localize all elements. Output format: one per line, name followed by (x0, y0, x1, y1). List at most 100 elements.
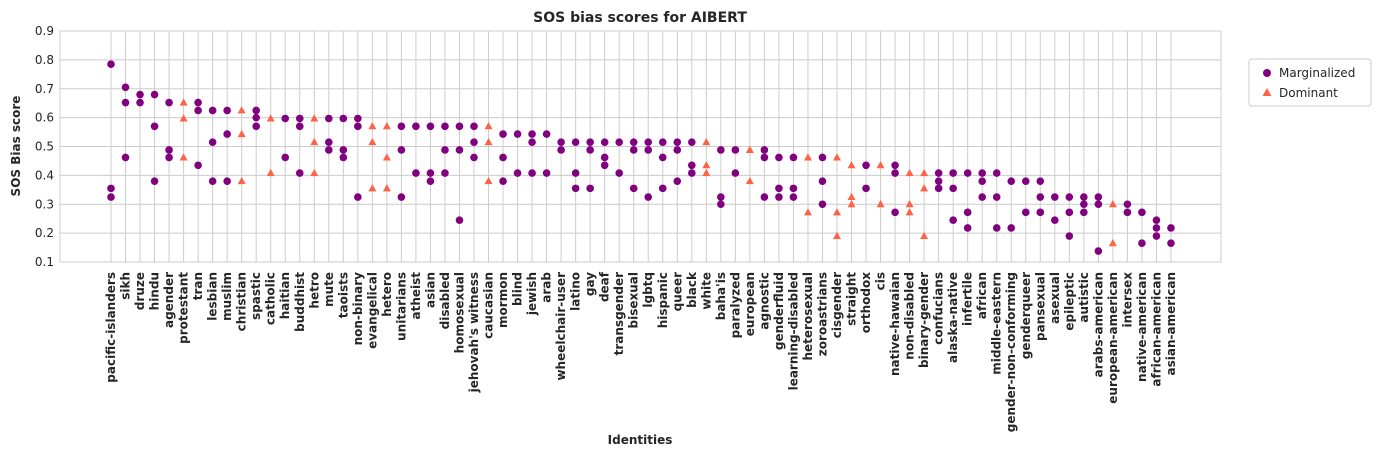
data-point-marginalized (1152, 224, 1161, 232)
x-tick-label: epileptic (1062, 272, 1076, 331)
data-point-marginalized (934, 177, 943, 185)
y-tick-label: 0.8 (35, 53, 54, 67)
data-point-marginalized (150, 90, 159, 99)
data-point-marginalized (1065, 193, 1074, 201)
data-point-dominant (179, 98, 188, 106)
legend-label-dominant: Dominant (1279, 86, 1338, 100)
data-point-marginalized (949, 184, 957, 193)
x-tick-label: hetro (307, 272, 321, 309)
legend-label-marginalized: Marginalized (1279, 66, 1355, 80)
x-tick-label: hindu (148, 272, 162, 310)
data-point-dominant (237, 129, 246, 138)
x-tick-label: asexual (1048, 272, 1062, 324)
data-point-marginalized (470, 122, 478, 131)
data-point-dominant (368, 184, 377, 192)
data-point-marginalized (1138, 239, 1146, 248)
data-point-marginalized (1080, 208, 1088, 217)
chart-title: SOS bias scores for AIBERT (533, 10, 747, 26)
data-point-dominant (905, 200, 914, 208)
y-tick-label: 0.3 (35, 197, 54, 211)
data-point-marginalized (789, 193, 798, 201)
x-tick-label: intersex (1120, 272, 1134, 328)
x-tick-label: baha'is (714, 272, 728, 320)
data-point-marginalized (1051, 193, 1059, 201)
data-point-marginalized (586, 146, 594, 154)
x-tick-label: mormon (496, 272, 510, 328)
x-axis-ticks: pacific-islanders sikh druze hindu agender pr… (104, 271, 1178, 432)
data-point-marginalized (629, 138, 638, 146)
data-point-marginalized (992, 169, 1001, 177)
data-point-marginalized (295, 122, 304, 131)
data-point-marginalized (978, 193, 986, 201)
data-point-marginalized (949, 216, 957, 224)
data-point-dominant (484, 122, 493, 130)
x-tick-label: alaska-native (946, 272, 960, 363)
data-point-marginalized (557, 146, 565, 154)
data-point-marginalized (325, 114, 333, 123)
data-point-marginalized (644, 193, 653, 201)
data-point-marginalized (208, 138, 217, 146)
data-point-dominant (179, 153, 188, 161)
data-point-marginalized (295, 169, 304, 177)
data-point-marginalized (281, 114, 290, 123)
data-point-marginalized (107, 60, 115, 69)
data-point-dominant (484, 176, 493, 185)
data-point-marginalized (571, 138, 580, 146)
data-point-marginalized (354, 114, 362, 123)
x-tick-label: buddhist (293, 272, 307, 332)
data-point-dominant (266, 114, 275, 122)
data-point-marginalized (862, 184, 870, 193)
data-point-marginalized (760, 146, 769, 154)
data-point-dominant (920, 184, 929, 192)
data-point-marginalized (339, 114, 348, 123)
x-tick-label: wheelchair-user (554, 272, 568, 381)
data-point-dominant (368, 137, 377, 146)
data-point-marginalized (1094, 247, 1103, 255)
x-tick-label: autistic (1077, 272, 1091, 323)
data-point-dominant (745, 176, 754, 185)
x-tick-label: white (699, 272, 713, 310)
data-point-marginalized (165, 146, 173, 154)
data-point-marginalized (165, 98, 173, 107)
data-point-dominant (382, 122, 391, 130)
x-tick-label: asian-american (1164, 272, 1178, 376)
x-tick-label: gender-non-conforming (1004, 272, 1018, 432)
data-point-dominant (745, 145, 754, 153)
x-tick-label: cis (874, 272, 888, 290)
x-tick-label: heterosexual (801, 272, 815, 361)
x-tick-label: pansexual (1033, 272, 1047, 341)
data-point-marginalized (615, 169, 623, 177)
data-point-marginalized (658, 153, 667, 162)
data-point-marginalized (121, 153, 130, 162)
data-point-marginalized (1167, 224, 1175, 232)
data-point-dominant (310, 114, 319, 122)
data-point-dominant (237, 106, 246, 114)
data-point-dominant (833, 208, 841, 216)
data-point-marginalized (629, 146, 638, 154)
x-tick-label: homosexual (452, 272, 466, 353)
x-tick-label: catholic (264, 272, 278, 325)
data-point-marginalized (818, 153, 827, 162)
data-point-marginalized (528, 130, 536, 138)
x-tick-label: latino (569, 272, 583, 311)
x-tick-label: sikh (119, 272, 133, 300)
x-tick-label: mute (322, 272, 336, 307)
data-point-marginalized (615, 138, 623, 146)
data-point-dominant (803, 208, 812, 216)
data-point-marginalized (1021, 177, 1030, 185)
x-tick-label: european (743, 272, 757, 336)
data-point-marginalized (528, 138, 536, 146)
legend-marker-dominant (1262, 88, 1272, 96)
x-tick-label: lgbtq (641, 272, 655, 308)
x-tick-label: confucians (932, 272, 946, 345)
x-tick-label: arab (540, 272, 554, 303)
y-axis-ticks: 0.1 0.2 0.3 0.4 0.5 0.6 0.7 0.8 0.9 (35, 24, 54, 269)
data-point-marginalized (688, 138, 696, 146)
x-tick-label: bisexual (627, 272, 641, 328)
data-point-marginalized (775, 184, 783, 193)
data-point-marginalized (107, 193, 115, 201)
data-point-marginalized (1036, 193, 1045, 201)
data-point-dominant (1108, 200, 1117, 208)
data-point-marginalized (295, 114, 304, 123)
y-tick-label: 0.9 (35, 24, 54, 38)
